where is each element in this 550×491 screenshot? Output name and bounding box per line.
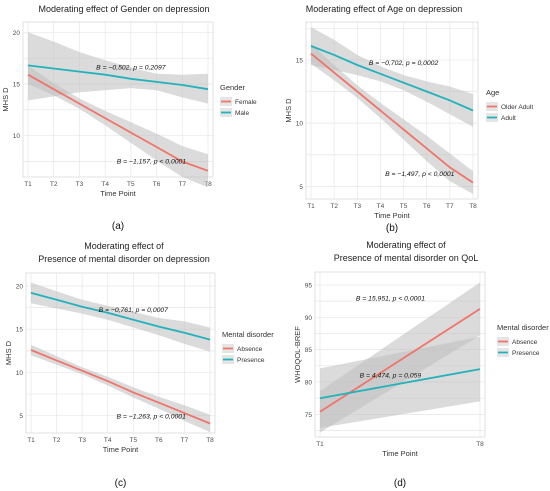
legend-title: Mental disorder bbox=[222, 330, 274, 339]
confidence-band-older-adult bbox=[311, 43, 473, 194]
x-tick-label: T1 bbox=[307, 203, 315, 210]
legend-entry: Male bbox=[235, 110, 249, 117]
x-tick-label: T2 bbox=[330, 203, 338, 210]
effect-annotation: B = 15,951, p < 0,0001 bbox=[356, 295, 425, 302]
effect-annotation: B = −0,502, p = 0,2097 bbox=[96, 65, 166, 72]
effect-annotation: B = −1,497, p < 0,0001 bbox=[385, 171, 455, 178]
y-axis-label: MHS D bbox=[284, 98, 293, 123]
series-line-presence bbox=[319, 368, 481, 400]
x-tick-label: T6 bbox=[155, 437, 163, 444]
chart-panel-c: Moderating effect of Presence of mental d… bbox=[4, 241, 274, 489]
x-tick-label: T8 bbox=[476, 441, 484, 448]
x-tick-label: T8 bbox=[469, 203, 477, 210]
x-tick-label: T3 bbox=[78, 437, 86, 444]
legend-entry: Presence bbox=[512, 350, 540, 357]
y-tick-label: 5 bbox=[299, 184, 303, 191]
x-tick-label: T5 bbox=[129, 437, 137, 444]
chart-title: Presence of mental disorder on QoL bbox=[334, 253, 479, 263]
x-tick-label: T8 bbox=[204, 181, 212, 188]
series-line-female bbox=[27, 73, 209, 172]
x-tick-label: T4 bbox=[101, 181, 109, 188]
y-tick-label: 5 bbox=[19, 413, 23, 420]
series-line-older-adult bbox=[310, 52, 474, 184]
legend-title: Age bbox=[486, 88, 499, 97]
legend-entry: Absence bbox=[512, 339, 538, 346]
legend-entry: Adult bbox=[501, 115, 516, 122]
y-tick-label: 20 bbox=[13, 30, 21, 37]
chart-panel-b: Moderating effect of Age on depression 5 1… bbox=[284, 4, 533, 234]
panel-label: (c) bbox=[115, 478, 127, 489]
y-tick-label: 80 bbox=[305, 380, 313, 387]
panel-label: (a) bbox=[112, 221, 124, 232]
y-tick-label: 75 bbox=[305, 412, 313, 419]
y-tick-label: 95 bbox=[305, 282, 313, 289]
chart-title: Moderating effect of bbox=[84, 241, 164, 251]
confidence-band-adult bbox=[311, 27, 473, 127]
effect-annotation: B = −0,702, p = 0,0002 bbox=[369, 60, 439, 67]
chart-title: Moderating effect of Gender on depressio… bbox=[39, 4, 210, 14]
legend-title: Gender bbox=[220, 83, 246, 92]
legend-entry: Older Adult bbox=[501, 104, 533, 111]
x-tick-label: T6 bbox=[153, 181, 161, 188]
y-tick-label: 20 bbox=[16, 283, 24, 290]
y-tick-label: 10 bbox=[16, 370, 24, 377]
x-tick-label: T7 bbox=[181, 437, 189, 444]
legend-entry: Female bbox=[235, 99, 257, 106]
y-axis-label: WHOQOL-BREF bbox=[293, 326, 302, 383]
series-line-absence bbox=[30, 349, 211, 425]
x-tick-label: T1 bbox=[316, 441, 324, 448]
x-tick-label: T3 bbox=[353, 203, 361, 210]
x-tick-label: T2 bbox=[53, 437, 61, 444]
series-line-male bbox=[27, 64, 209, 91]
x-tick-label: T4 bbox=[104, 437, 112, 444]
chart-title: Moderating effect of bbox=[366, 240, 446, 250]
x-axis-label: Time Point bbox=[374, 211, 410, 220]
effect-annotation: B = −1,263, p < 0,0001 bbox=[117, 413, 187, 420]
y-tick-label: 10 bbox=[296, 121, 304, 128]
chart-panel-a: Moderating effect of Gender on depressio… bbox=[1, 4, 257, 232]
y-tick-label: 85 bbox=[305, 347, 313, 354]
legend-title: Mental disorder bbox=[497, 323, 549, 332]
x-tick-label: T4 bbox=[377, 203, 385, 210]
series-line-absence bbox=[319, 308, 481, 413]
effect-annotation: B = 4,474, p = 0,059 bbox=[360, 372, 422, 379]
x-tick-label: T1 bbox=[24, 181, 32, 188]
x-axis-label: Time Point bbox=[100, 189, 136, 198]
y-axis-label: MHS D bbox=[1, 87, 10, 112]
y-axis-label: MHS D bbox=[4, 340, 13, 365]
confidence-band-male bbox=[28, 32, 208, 104]
x-axis-label: Time Point bbox=[382, 449, 418, 458]
effect-annotation: B = −0,761, p = 0,0007 bbox=[99, 307, 169, 314]
x-tick-label: T7 bbox=[178, 181, 186, 188]
x-tick-label: T2 bbox=[50, 181, 58, 188]
effect-annotation: B = −1,157, p < 0,0001 bbox=[117, 159, 187, 166]
confidence-band-presence bbox=[320, 336, 480, 428]
x-axis-label: Time Point bbox=[103, 445, 139, 454]
series-line-adult bbox=[310, 45, 474, 112]
x-tick-label: T3 bbox=[76, 181, 84, 188]
y-tick-label: 10 bbox=[13, 133, 21, 140]
x-tick-label: T5 bbox=[400, 203, 408, 210]
x-tick-label: T1 bbox=[27, 437, 35, 444]
panel-label: (b) bbox=[386, 223, 398, 234]
panel-label: (d) bbox=[394, 478, 406, 489]
x-tick-label: T6 bbox=[423, 203, 431, 210]
x-tick-label: T8 bbox=[206, 437, 214, 444]
legend-entry: Presence bbox=[237, 357, 265, 364]
y-tick-label: 15 bbox=[296, 57, 304, 64]
y-tick-label: 90 bbox=[305, 315, 313, 322]
legend-entry: Absence bbox=[237, 346, 263, 353]
confidence-band-absence bbox=[31, 344, 210, 433]
chart-title: Presence of mental disorder on depressio… bbox=[38, 254, 210, 264]
x-tick-label: T7 bbox=[446, 203, 454, 210]
x-tick-label: T5 bbox=[127, 181, 135, 188]
y-tick-label: 15 bbox=[13, 82, 21, 89]
series-line-presence bbox=[30, 292, 211, 341]
y-tick-label: 15 bbox=[16, 327, 24, 334]
chart-panel-d: Moderating effect of Presence of mental d… bbox=[293, 240, 549, 489]
chart-title: Moderating effect of Age on depression bbox=[306, 4, 462, 14]
